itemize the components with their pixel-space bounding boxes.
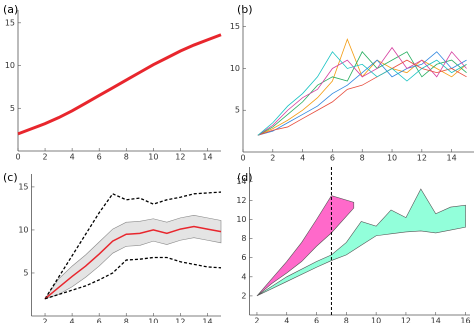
series-line <box>257 59 467 136</box>
band <box>256 195 355 297</box>
x-tick-label: 14 <box>202 153 212 162</box>
series-line <box>17 33 222 136</box>
x-tick-label: 2 <box>42 318 47 323</box>
x-tick-label: 14 <box>431 317 441 323</box>
x-tick-label: 10 <box>371 317 381 323</box>
x-tick-label: 4 <box>284 317 289 323</box>
y-tick-label: 12 <box>236 196 246 205</box>
x-tick-label: 2 <box>43 153 48 162</box>
x-tick-label: 0 <box>240 154 245 163</box>
y-tick-label: 10 <box>236 215 246 224</box>
series-line <box>257 51 467 136</box>
y-tick-label: 14 <box>236 177 246 186</box>
x-tick-label: 4 <box>300 154 305 163</box>
x-tick-label: 10 <box>148 318 158 323</box>
series-line <box>257 38 467 136</box>
x-tick-label: 6 <box>97 153 102 162</box>
series-line <box>44 191 222 300</box>
x-tick-label: 2 <box>254 317 259 323</box>
x-tick-label: 8 <box>124 153 129 162</box>
y-tick-label: 5 <box>23 268 28 277</box>
y-tick-label: 10 <box>18 225 28 234</box>
x-tick-label: 12 <box>175 318 185 323</box>
x-tick-label: 6 <box>330 154 335 163</box>
x-tick-label: 14 <box>447 154 457 163</box>
series-line <box>257 51 467 136</box>
band <box>256 188 466 297</box>
panel-label: (a) <box>3 3 18 16</box>
x-tick-label: 8 <box>344 317 349 323</box>
y-tick-label: 10 <box>230 64 240 73</box>
series-line <box>44 256 222 300</box>
band <box>44 215 222 300</box>
y-tick-label: 5 <box>10 104 15 113</box>
x-tick-label: 0 <box>15 153 20 162</box>
x-tick-label: 2 <box>270 154 275 163</box>
y-tick-label: 6 <box>241 253 246 262</box>
y-tick-label: 2 <box>241 291 246 300</box>
series-line <box>44 225 222 300</box>
x-tick-label: 10 <box>148 153 158 162</box>
series-line <box>257 51 467 136</box>
x-tick-label: 8 <box>124 318 129 323</box>
x-tick-label: 4 <box>70 318 75 323</box>
x-tick-label: 12 <box>175 153 185 162</box>
panel-label: (b) <box>237 3 253 16</box>
x-tick-label: 6 <box>97 318 102 323</box>
y-tick-label: 8 <box>241 234 246 243</box>
y-tick-label: 15 <box>5 18 15 27</box>
x-tick-label: 8 <box>360 154 365 163</box>
panel-label: (c) <box>3 171 18 184</box>
y-tick-label: 4 <box>241 272 246 281</box>
x-tick-label: 14 <box>202 318 212 323</box>
y-tick-label: 15 <box>230 22 240 31</box>
y-tick-label: 10 <box>5 61 15 70</box>
x-tick-label: 16 <box>460 317 470 323</box>
x-tick-label: 12 <box>401 317 411 323</box>
x-tick-label: 12 <box>417 154 427 163</box>
y-tick-label: 15 <box>18 182 28 191</box>
y-tick-label: 5 <box>235 106 240 115</box>
x-tick-label: 10 <box>387 154 397 163</box>
x-tick-label: 6 <box>314 317 319 323</box>
panel-label: (d) <box>237 171 253 184</box>
x-tick-label: 4 <box>70 153 75 162</box>
